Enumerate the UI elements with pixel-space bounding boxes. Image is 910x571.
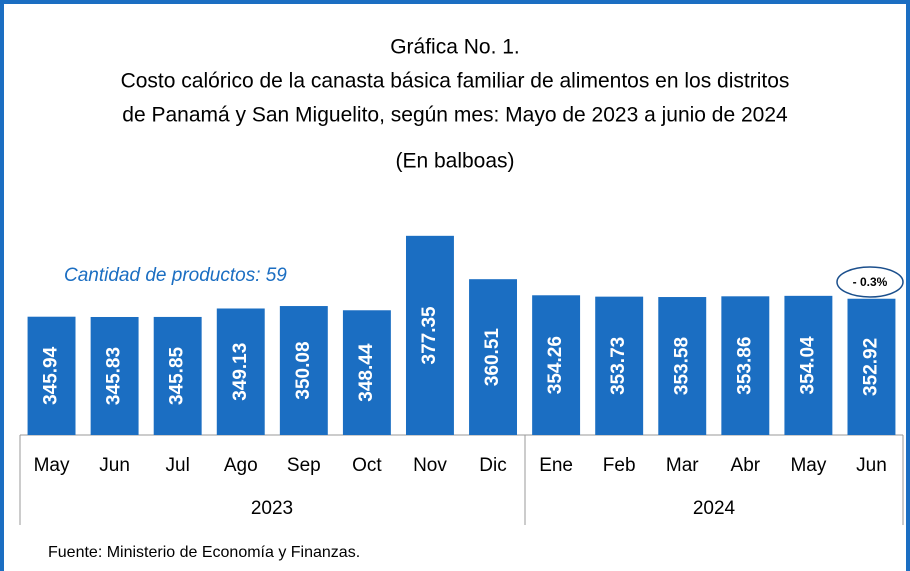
- bar: [721, 296, 770, 435]
- data-label: 348.44: [356, 343, 377, 402]
- bar: [279, 306, 328, 435]
- annotation: - 0.3%: [853, 275, 888, 289]
- bar: [532, 295, 581, 435]
- x-tick-label: Ago: [224, 455, 258, 476]
- annotation-ellipse: [836, 266, 904, 298]
- chart-title: Gráfica No. 1.: [390, 36, 520, 59]
- x-tick-label: Dic: [479, 455, 506, 476]
- data-label: 345.94: [41, 346, 62, 405]
- bar: [90, 316, 139, 435]
- data-label: 345.83: [104, 347, 125, 405]
- data-label: 352.92: [860, 338, 881, 396]
- data-label: 353.86: [734, 337, 755, 395]
- x-tick-label: Jun: [99, 455, 130, 476]
- source: Fuente: Ministerio de Economía y Finanza…: [48, 544, 360, 561]
- chart-title-line: Costo calórico de la canasta básica fami…: [121, 70, 790, 93]
- bar: [658, 297, 707, 435]
- x-tick-label: Feb: [603, 455, 636, 476]
- x-tick-label: Oct: [352, 455, 382, 476]
- x-tick-label: Jun: [856, 455, 887, 476]
- bar: [847, 298, 896, 435]
- data-label: 354.04: [797, 336, 818, 395]
- data-label: 349.13: [230, 343, 251, 401]
- chart-title-line: de Panamá y San Miguelito, según mes: Ma…: [122, 104, 788, 127]
- x-tick-label: Mar: [666, 455, 699, 476]
- data-label: 360.51: [482, 328, 503, 387]
- category-axis: [19, 434, 904, 525]
- group-label: 2023: [251, 498, 293, 519]
- bar: [405, 235, 454, 435]
- bar: [216, 308, 265, 435]
- x-tick-label: Ene: [539, 455, 573, 476]
- group-label: 2024: [693, 498, 736, 519]
- x-tick-label: Sep: [287, 455, 321, 476]
- bar: [595, 296, 644, 435]
- x-tick-label: Jul: [166, 455, 190, 476]
- x-tick-label: Nov: [413, 455, 447, 476]
- x-tick-label: May: [790, 455, 826, 476]
- data-label: 377.35: [419, 306, 440, 365]
- chart-subtitle: (En balboas): [395, 150, 514, 173]
- x-tick-label: May: [34, 455, 70, 476]
- data-label: 350.08: [293, 341, 314, 399]
- data-label: 354.26: [545, 336, 566, 394]
- bar: [784, 295, 833, 435]
- annotation: Cantidad de productos: 59: [64, 265, 287, 286]
- bar: [153, 316, 202, 435]
- bar: [469, 279, 518, 435]
- data-label: 345.85: [167, 346, 188, 405]
- data-label: 353.58: [671, 337, 692, 395]
- bar: [27, 316, 76, 435]
- data-label: 353.73: [608, 337, 629, 395]
- x-tick-label: Abr: [731, 455, 761, 476]
- bar: [342, 310, 391, 435]
